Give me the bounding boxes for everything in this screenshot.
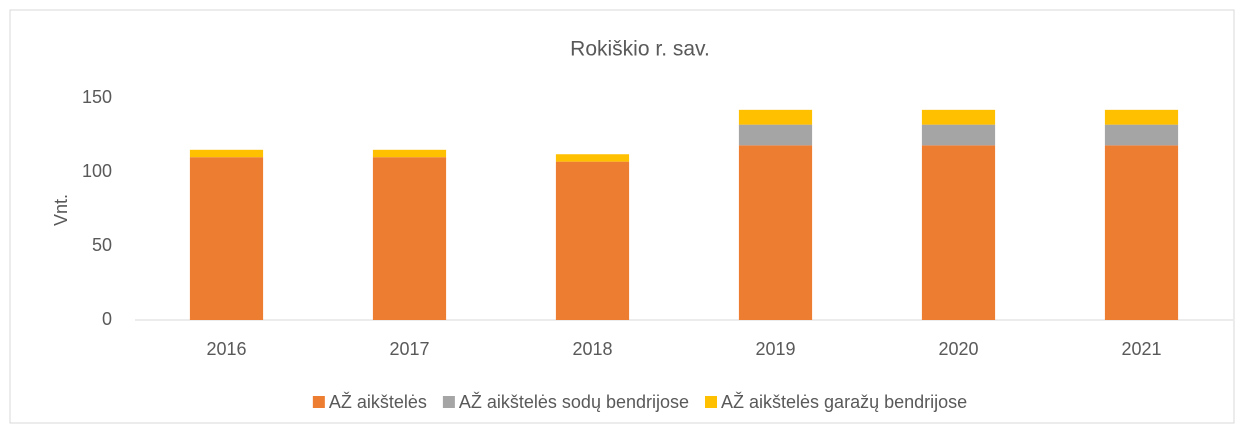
bar <box>555 161 630 320</box>
y-axis-label: Vnt. <box>51 194 71 226</box>
y-tick-label: 100 <box>82 161 112 181</box>
bar <box>189 157 264 320</box>
x-tick-label: 2018 <box>572 339 612 359</box>
bar <box>1104 124 1179 146</box>
bar <box>921 124 996 146</box>
legend-swatch <box>312 396 325 408</box>
bar <box>921 109 996 125</box>
bar <box>738 124 813 146</box>
bar <box>372 149 447 158</box>
x-tick-label: 2016 <box>206 339 246 359</box>
bar <box>1104 145 1179 320</box>
legend-swatch <box>705 396 718 408</box>
legend-label: AŽ aikštelės sodų bendrijose <box>459 392 689 412</box>
y-tick-label: 150 <box>82 87 112 107</box>
bar <box>1104 109 1179 125</box>
y-tick-label: 50 <box>92 235 112 255</box>
chart-title: Rokiškio r. sav. <box>570 38 710 61</box>
x-tick-label: 2017 <box>389 339 429 359</box>
legend-label: AŽ aikštelės garažų bendrijose <box>721 392 967 412</box>
x-tick-label: 2019 <box>755 339 795 359</box>
bar <box>372 157 447 320</box>
y-tick-label: 0 <box>102 309 112 329</box>
legend-swatch <box>442 396 455 408</box>
legend-label: AŽ aikštelės <box>329 392 427 412</box>
bar <box>555 154 630 162</box>
bar <box>189 149 264 158</box>
bar <box>738 109 813 125</box>
x-tick-label: 2020 <box>938 339 978 359</box>
bar <box>738 145 813 320</box>
x-tick-label: 2021 <box>1121 339 1161 359</box>
bar <box>921 145 996 320</box>
